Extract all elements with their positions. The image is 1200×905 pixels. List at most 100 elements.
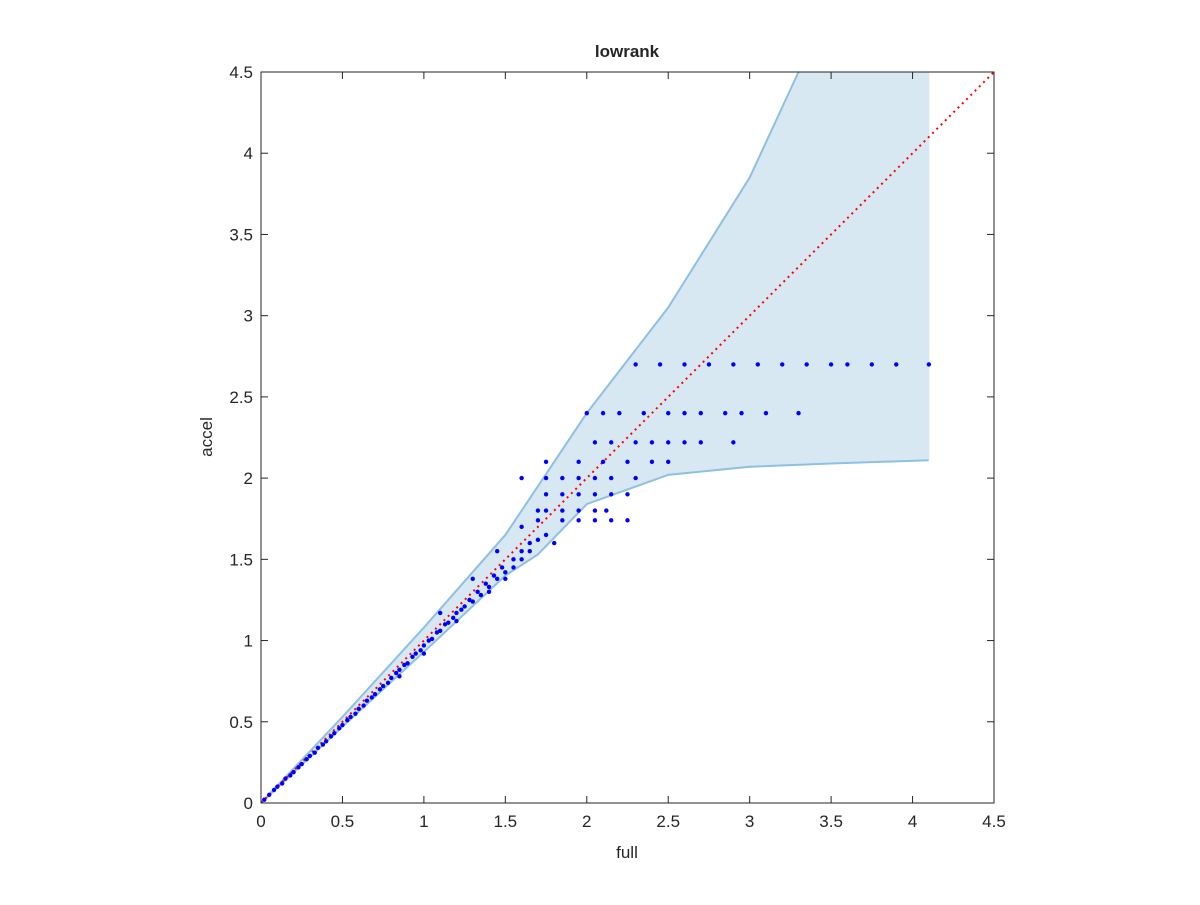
- y-tick-label: 1.5: [229, 550, 253, 569]
- data-point: [576, 492, 581, 497]
- data-point: [426, 638, 431, 643]
- data-point: [369, 695, 374, 700]
- x-tick-label: 4: [908, 812, 917, 831]
- data-point: [275, 784, 280, 789]
- data-point: [576, 518, 581, 523]
- data-point: [486, 584, 492, 590]
- data-point: [356, 706, 361, 711]
- data-point: [576, 475, 581, 481]
- data-point: [312, 750, 317, 755]
- data-point: [576, 508, 581, 513]
- data-point: [609, 492, 614, 497]
- band-area: [261, 72, 929, 803]
- data-point: [543, 532, 549, 538]
- data-point: [397, 674, 402, 679]
- data-point: [600, 459, 606, 465]
- data-point: [543, 508, 549, 513]
- data-point: [519, 524, 524, 530]
- data-point: [410, 654, 415, 659]
- data-point: [446, 620, 451, 625]
- data-point: [869, 362, 875, 367]
- data-point: [475, 589, 480, 595]
- data-point: [266, 792, 272, 798]
- data-point: [666, 410, 671, 416]
- data-point: [503, 576, 508, 582]
- data-point: [494, 549, 500, 554]
- x-tick-label: 4.5: [982, 812, 1006, 831]
- data-point: [288, 773, 293, 778]
- data-point: [723, 410, 728, 416]
- data-point: [454, 618, 459, 624]
- data-point: [389, 675, 394, 681]
- data-point: [609, 475, 614, 481]
- data-point: [535, 537, 541, 543]
- data-point: [625, 459, 630, 465]
- data-point: [682, 362, 687, 367]
- data-point: [755, 362, 761, 367]
- data-point: [609, 440, 614, 445]
- data-point: [429, 636, 435, 642]
- y-tick-label: 0.5: [229, 713, 253, 732]
- data-point: [641, 410, 646, 416]
- data-point: [698, 410, 703, 416]
- data-point: [434, 630, 440, 635]
- data-point: [535, 508, 541, 513]
- data-point: [340, 722, 345, 728]
- data-point: [320, 742, 326, 747]
- data-point: [804, 362, 809, 367]
- data-point: [527, 540, 532, 546]
- data-point: [437, 628, 443, 634]
- data-point: [926, 362, 932, 367]
- data-point: [592, 475, 598, 481]
- x-tick-label: 1.5: [494, 812, 518, 831]
- data-point: [478, 592, 484, 598]
- x-tick-label: 0.5: [331, 812, 355, 831]
- data-point: [649, 440, 655, 445]
- y-tick-label: 4: [244, 144, 253, 163]
- data-point: [486, 589, 492, 595]
- data-point: [307, 753, 313, 759]
- x-tick-label: 1: [419, 812, 428, 831]
- y-tick-label: 0: [244, 794, 253, 813]
- data-point: [332, 730, 337, 736]
- data-point: [560, 475, 565, 481]
- data-point: [323, 739, 329, 744]
- data-point: [666, 459, 671, 465]
- data-point: [361, 703, 366, 708]
- data-point: [543, 492, 549, 497]
- data-point: [262, 797, 267, 802]
- data-point: [739, 410, 744, 416]
- data-point: [483, 581, 488, 586]
- data-point: [780, 362, 785, 367]
- x-tick-label: 2.5: [656, 812, 680, 831]
- data-point: [682, 440, 687, 445]
- data-point: [385, 680, 391, 685]
- data-point: [519, 549, 524, 554]
- band-edge: [261, 459, 929, 803]
- axes-frame: [260, 71, 995, 804]
- data-point: [604, 508, 609, 513]
- data-point: [291, 769, 296, 775]
- reference-line: [261, 72, 994, 803]
- data-point: [845, 362, 850, 367]
- data-point: [633, 440, 638, 445]
- data-point: [796, 410, 801, 416]
- y-tick-label: 3.5: [229, 225, 253, 244]
- data-point: [462, 604, 467, 609]
- data-point: [304, 756, 309, 762]
- data-point: [299, 761, 304, 767]
- data-point: [698, 440, 703, 445]
- y-tick-label: 1: [244, 632, 253, 651]
- x-axis-label: full: [616, 843, 638, 862]
- data-point: [494, 576, 500, 582]
- data-point: [377, 687, 383, 692]
- data-point: [470, 599, 475, 604]
- data-point: [283, 776, 288, 781]
- data-point: [633, 362, 638, 367]
- data-point: [617, 410, 622, 416]
- data-point: [584, 410, 589, 416]
- data-point: [511, 565, 516, 570]
- y-axis-label: accel: [197, 417, 216, 457]
- y-tick-label: 2.5: [229, 388, 253, 407]
- data-point: [731, 362, 736, 367]
